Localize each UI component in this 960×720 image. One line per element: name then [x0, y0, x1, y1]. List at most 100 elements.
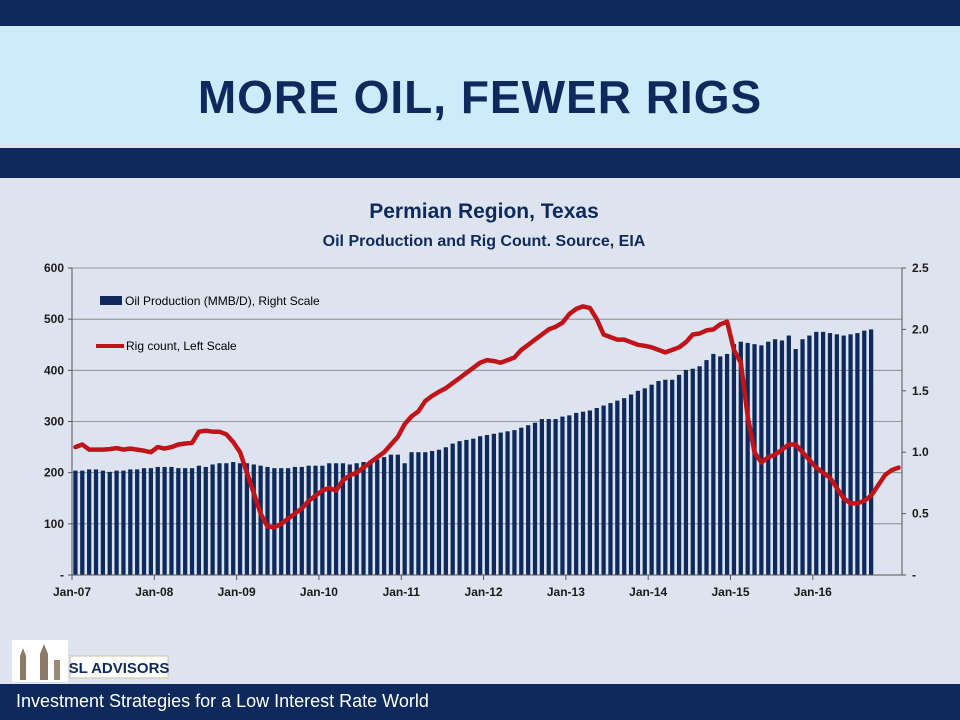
- production-bar: [333, 463, 339, 575]
- production-bar: [299, 466, 304, 575]
- x-tick-label: Jan-07: [53, 585, 91, 599]
- production-bar: [498, 432, 503, 575]
- production-bar: [814, 331, 819, 575]
- production-bar: [574, 412, 579, 575]
- production-bar: [141, 468, 147, 575]
- production-bar: [704, 360, 709, 575]
- production-bar: [601, 405, 606, 575]
- production-bar: [738, 341, 743, 575]
- production-bar: [258, 465, 263, 575]
- production-bar: [217, 463, 222, 575]
- production-bar: [546, 419, 551, 575]
- production-bar: [272, 468, 277, 575]
- production-bar: [313, 465, 318, 575]
- production-bar: [450, 443, 455, 575]
- production-bar: [114, 470, 119, 575]
- production-bar: [587, 410, 593, 575]
- production-bar: [183, 468, 188, 575]
- right-tick-label: 2.0: [912, 322, 929, 336]
- right-tick-label: 0.5: [912, 507, 929, 521]
- production-bar: [244, 463, 250, 575]
- production-bar: [429, 450, 435, 575]
- production-bar: [135, 469, 140, 575]
- gridlines: [72, 267, 902, 525]
- left-tick-label: 200: [44, 466, 64, 480]
- production-bar: [827, 333, 833, 575]
- production-bar: [807, 335, 812, 575]
- right-tick-label: 2.5: [912, 261, 929, 275]
- production-bar: [532, 422, 538, 575]
- x-tick-label: Jan-08: [135, 585, 173, 599]
- production-bar: [800, 339, 805, 575]
- production-bar: [553, 419, 558, 575]
- production-bar: [176, 468, 181, 575]
- production-bar: [237, 463, 243, 575]
- production-bar: [361, 462, 366, 575]
- production-bar: [779, 340, 785, 575]
- line-series: [73, 304, 901, 530]
- production-bar: [505, 431, 510, 575]
- production-bar: [484, 435, 490, 575]
- production-bar: [862, 330, 867, 575]
- production-bar: [457, 441, 462, 575]
- production-bar: [423, 452, 428, 575]
- production-bar: [80, 470, 85, 575]
- production-bar: [224, 463, 229, 575]
- divider-band: [0, 148, 960, 178]
- production-bar: [189, 468, 195, 575]
- production-bar: [416, 452, 421, 575]
- production-bar: [443, 447, 448, 575]
- production-bar: [834, 334, 839, 575]
- slide-title: MORE OIL, FEWER RIGS: [197, 71, 763, 123]
- legend-line-label: Rig count, Left Scale: [126, 339, 237, 353]
- production-bar: [368, 460, 373, 575]
- production-bar: [690, 368, 695, 575]
- production-bar: [724, 353, 730, 575]
- production-bar: [567, 415, 572, 575]
- production-bar: [375, 459, 380, 575]
- x-tick-label: Jan-15: [711, 585, 749, 599]
- x-tick-label: Jan-12: [465, 585, 503, 599]
- production-bar: [395, 454, 400, 575]
- right-tick-label: -: [912, 568, 916, 582]
- right-tick-label: 1.0: [912, 445, 929, 459]
- production-bar: [93, 469, 99, 575]
- production-bar: [354, 463, 359, 575]
- production-bar: [87, 469, 92, 575]
- production-bar: [642, 388, 647, 575]
- production-bar: [628, 394, 634, 575]
- production-bar: [148, 468, 154, 575]
- production-bar: [793, 349, 798, 575]
- production-bar: [519, 427, 524, 575]
- left-tick-label: 500: [44, 312, 64, 326]
- production-bar: [560, 416, 565, 575]
- svg-text:SL ADVISORS: SL ADVISORS: [69, 660, 170, 677]
- sl-advisors-logo: SL ADVISORS: [12, 640, 170, 682]
- rig-count-line: [73, 304, 901, 530]
- chart-area: Permian Region, Texas Oil Production and…: [0, 178, 960, 683]
- right-tick-label: 1.5: [912, 384, 929, 398]
- production-bar: [594, 407, 599, 575]
- production-bar: [676, 374, 682, 575]
- x-tick-label: Jan-10: [300, 585, 338, 599]
- production-bar: [100, 470, 105, 575]
- production-bar: [73, 470, 78, 575]
- footer-tagline: Investment Strategies for a Low Interest…: [16, 691, 429, 711]
- bar-series: [73, 329, 874, 575]
- production-bar: [196, 465, 202, 575]
- production-bar: [731, 344, 737, 575]
- chart-svg: Permian Region, Texas Oil Production and…: [44, 200, 929, 599]
- x-tick-label: Jan-14: [629, 585, 667, 599]
- production-bar: [210, 464, 215, 575]
- production-bar: [820, 331, 826, 575]
- production-bar: [327, 463, 332, 575]
- production-bar: [580, 411, 586, 575]
- legend-bar-swatch: [100, 296, 122, 305]
- production-bar: [656, 380, 661, 575]
- production-bar: [265, 466, 270, 575]
- production-bar: [683, 369, 689, 575]
- production-bar: [752, 344, 757, 575]
- production-bar: [306, 465, 311, 575]
- production-bar: [635, 390, 641, 575]
- production-bar: [285, 468, 291, 575]
